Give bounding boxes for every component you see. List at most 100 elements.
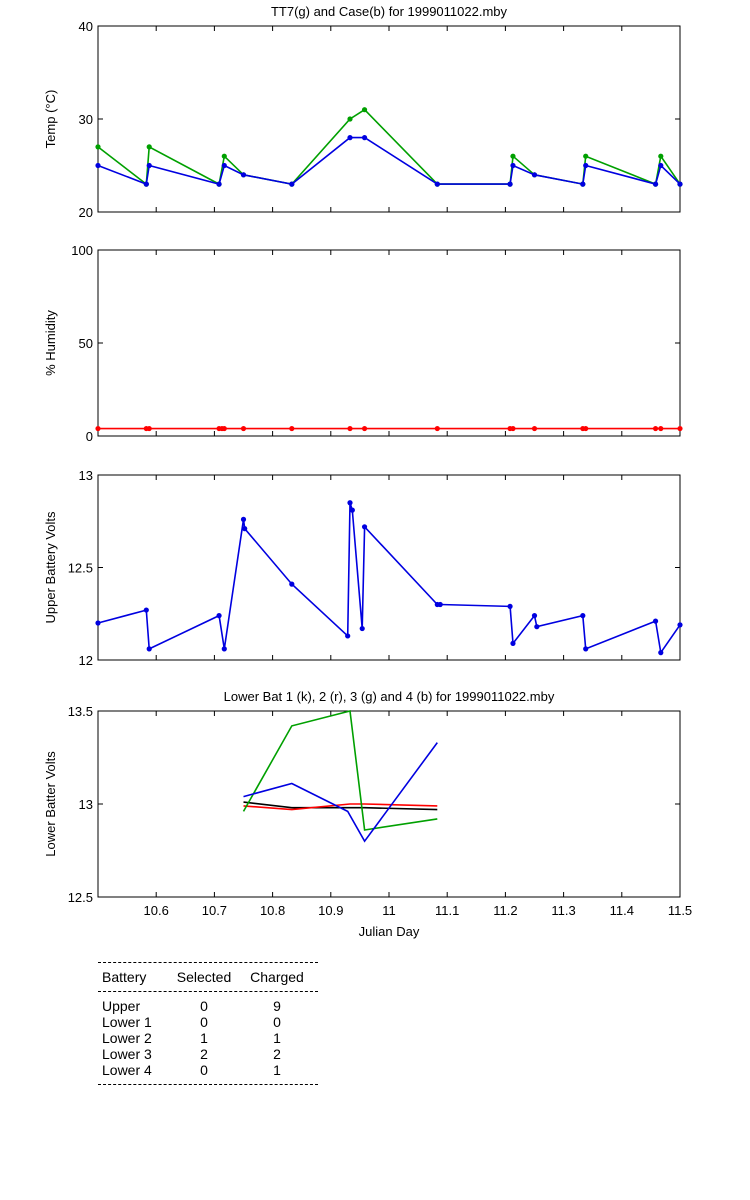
table-rule-top	[98, 962, 318, 963]
charged-value: 2	[273, 1046, 281, 1062]
selected-value: 1	[200, 1030, 208, 1046]
x-tick-label: 11.4	[610, 903, 634, 918]
data-point-r	[289, 425, 295, 432]
data-point-r	[531, 425, 538, 432]
y-axis-label: % Humidity	[43, 310, 58, 376]
x-tick-label: 10.9	[318, 903, 343, 918]
data-point-b	[583, 646, 589, 652]
y-tick-label: 13.5	[68, 704, 93, 719]
data-point-b	[652, 181, 659, 187]
chart-title: TT7(g) and Case(b) for 1999011022.mby	[271, 4, 508, 19]
data-point-b	[347, 135, 353, 141]
y-tick-label: 40	[79, 19, 93, 34]
charged-value: 1	[273, 1030, 281, 1046]
chart-panel-1: 20 30 40 TT7(g) and Case(b) for 1999011022.…	[43, 4, 683, 220]
series-line-r	[243, 803, 438, 811]
series-line-g	[97, 108, 681, 186]
table-row: Upper 0 9	[98, 998, 318, 1014]
data-point-g	[658, 153, 664, 159]
battery-name: Lower 1	[102, 1014, 152, 1030]
data-point-b	[534, 624, 540, 630]
x-tick-label: 11.2	[493, 903, 517, 918]
data-point-b	[95, 162, 101, 169]
plot-frame	[97, 25, 681, 213]
series-line-b	[97, 502, 681, 655]
data-point-r	[658, 425, 664, 432]
data-point-b	[221, 162, 227, 169]
battery-name: Upper	[102, 998, 141, 1014]
y-axis-label: Lower Batter Volts	[43, 751, 58, 857]
battery-table: Battery Selected Charged Upper 0 9 Lower…	[98, 962, 318, 1085]
table-rule-mid	[98, 991, 318, 992]
series-line-g	[242, 709, 438, 831]
x-axis-label: Julian Day	[359, 924, 420, 939]
data-point-r	[434, 425, 440, 432]
data-point-b	[359, 625, 365, 632]
data-point-b	[677, 181, 683, 187]
x-tick-label: 11.1	[435, 903, 459, 918]
data-point-b	[510, 162, 516, 169]
data-point-g	[95, 144, 101, 150]
y-tick-label: 12.5	[68, 561, 93, 576]
y-tick-label: 20	[79, 205, 93, 220]
data-point-b	[289, 581, 295, 587]
battery-name: Lower 3	[102, 1046, 152, 1062]
data-point-b	[146, 162, 152, 169]
data-point-b	[143, 607, 149, 613]
data-point-r	[146, 425, 152, 432]
data-point-g	[510, 153, 516, 159]
data-point-b	[345, 633, 351, 639]
series-line-b	[243, 742, 438, 843]
selected-value: 2	[200, 1046, 208, 1062]
data-point-b	[507, 181, 513, 187]
selected-value: 0	[200, 998, 208, 1014]
header-battery: Battery	[102, 969, 147, 985]
table-row: Lower 1 0 0	[98, 1014, 318, 1030]
selected-value: 0	[200, 1014, 208, 1030]
x-tick-label: 10.8	[260, 903, 285, 918]
charged-value: 0	[273, 1014, 281, 1030]
x-tick-label: 10.6	[144, 903, 169, 918]
header-selected: Selected	[176, 969, 232, 985]
table-row: Lower 2 1 1	[98, 1030, 318, 1046]
data-point-b	[349, 507, 355, 513]
data-point-r	[361, 425, 368, 432]
y-tick-label: 13	[79, 468, 93, 483]
battery-name: Lower 2	[102, 1030, 152, 1046]
y-tick-label: 12	[79, 653, 93, 668]
data-point-r	[583, 425, 589, 432]
data-point-b	[531, 172, 538, 178]
data-point-b	[240, 516, 247, 523]
data-point-g	[361, 107, 368, 113]
data-point-r	[95, 425, 101, 432]
data-point-b	[510, 640, 516, 646]
data-point-b	[216, 181, 222, 187]
data-point-b	[242, 526, 248, 532]
data-point-b	[580, 181, 586, 187]
data-point-r	[652, 425, 659, 432]
data-point-r	[240, 425, 247, 432]
data-point-b	[347, 500, 353, 506]
y-axis-label: Upper Battery Volts	[43, 511, 58, 623]
data-point-b	[531, 613, 538, 619]
x-tick-label: 11.5	[668, 903, 692, 918]
x-tick-label: 10.7	[202, 903, 227, 918]
data-point-b	[580, 613, 586, 619]
data-point-b	[652, 618, 659, 624]
table-rule-bottom	[98, 1084, 318, 1085]
data-point-r	[677, 425, 683, 432]
chart-panel-3: 12 12.5 13 Upper Battery Volts	[43, 468, 683, 668]
chart-panel-4: 12.5 13 13.5 10.6 10.7 10.8 10.9 11 11.1 11.2 11.3…	[43, 689, 692, 939]
data-point-b	[677, 622, 683, 628]
y-tick-label: 30	[79, 112, 93, 127]
data-point-g	[347, 116, 353, 122]
y-tick-label: 12.5	[68, 890, 93, 905]
series-line-b	[97, 136, 681, 186]
x-tick-label: 11	[382, 903, 396, 918]
data-point-b	[95, 620, 101, 626]
table-header-row: Battery Selected Charged	[98, 963, 318, 991]
table-row: Lower 3 2 2	[98, 1046, 318, 1062]
data-point-r	[347, 425, 353, 432]
selected-value: 0	[200, 1062, 208, 1078]
data-point-b	[507, 603, 513, 609]
